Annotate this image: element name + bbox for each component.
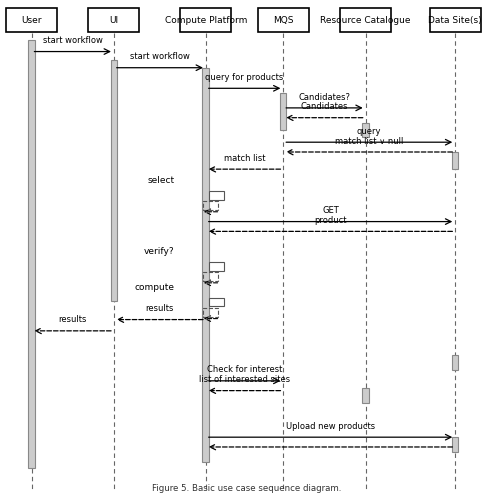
Text: Upload new products: Upload new products <box>286 422 375 431</box>
Bar <box>204 272 218 281</box>
Bar <box>430 8 481 32</box>
Text: UI: UI <box>109 16 119 24</box>
Text: start workflow: start workflow <box>130 52 190 62</box>
Text: Figure 5. Basic use case sequence diagram.: Figure 5. Basic use case sequence diagra… <box>152 484 342 492</box>
Text: query for products: query for products <box>206 73 284 82</box>
Bar <box>29 40 35 468</box>
Text: Candidates: Candidates <box>301 102 348 112</box>
Bar <box>258 8 309 32</box>
Bar <box>180 8 231 32</box>
Bar <box>6 8 57 32</box>
Text: Data Site(s): Data Site(s) <box>428 16 482 24</box>
Bar <box>204 308 218 316</box>
Text: list of interested sites: list of interested sites <box>199 376 290 384</box>
Text: match list ∨ null: match list ∨ null <box>335 136 404 145</box>
Text: Check for interest: Check for interest <box>207 366 282 374</box>
Text: start workflow: start workflow <box>43 36 103 45</box>
Bar <box>203 68 209 462</box>
Bar <box>209 298 224 306</box>
Bar <box>363 122 369 138</box>
Text: query: query <box>357 127 381 136</box>
Text: match list: match list <box>224 154 265 163</box>
Bar <box>452 152 458 169</box>
Bar <box>88 8 139 32</box>
Bar <box>209 190 224 200</box>
Text: select: select <box>147 176 174 185</box>
Text: product: product <box>314 216 347 225</box>
Bar <box>204 201 218 210</box>
Text: Compute Platform: Compute Platform <box>165 16 247 24</box>
Text: compute: compute <box>134 282 174 292</box>
Text: Resource Catalogue: Resource Catalogue <box>321 16 411 24</box>
Bar <box>452 356 458 370</box>
Text: Candidates?: Candidates? <box>298 92 350 102</box>
Text: verify?: verify? <box>144 247 174 256</box>
Text: results: results <box>58 316 87 324</box>
Text: results: results <box>146 304 174 313</box>
Bar <box>209 262 224 270</box>
Bar <box>280 93 287 130</box>
Bar <box>363 388 369 403</box>
Text: MQS: MQS <box>273 16 293 24</box>
Bar <box>340 8 391 32</box>
Bar <box>111 60 117 302</box>
Text: GET: GET <box>322 206 339 215</box>
Text: User: User <box>21 16 42 24</box>
Bar <box>452 437 458 452</box>
